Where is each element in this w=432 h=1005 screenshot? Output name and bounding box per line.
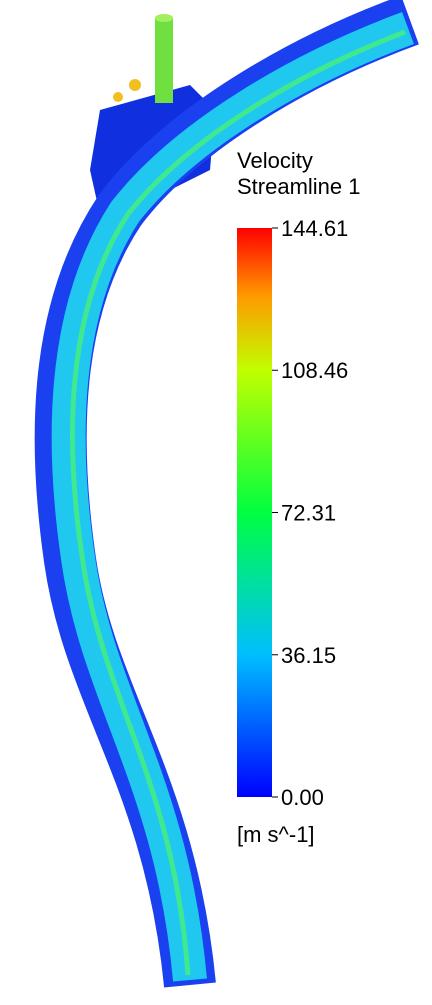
legend-unit: [m s^-1] [237,822,315,847]
tick-label: 36.15 [281,643,336,668]
screenshot: Velocity Streamline 1 [m s^-1] 144.61 108… [0,0,432,1000]
tick-label: 144.61 [281,216,348,241]
legend-subtitle: Streamline 1 [237,174,361,199]
tick-label: 108.46 [281,358,348,383]
colorbar [237,228,272,797]
streamline-render [61,14,410,985]
tick-label: 72.31 [281,500,336,525]
tick-label: 0.00 [281,785,324,810]
legend-title: Velocity [237,148,313,173]
